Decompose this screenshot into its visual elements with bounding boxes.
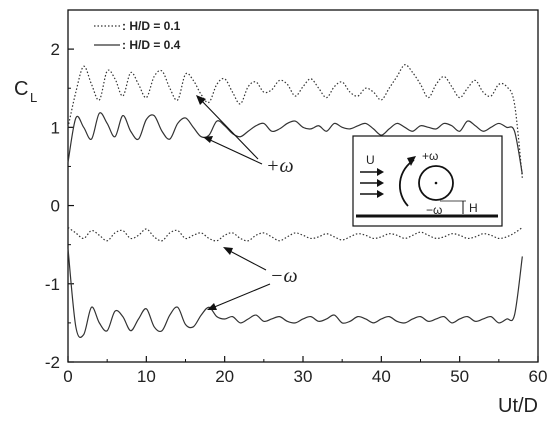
arrow-line [227,249,267,271]
cylinder-center [434,181,438,185]
series-layer [67,64,523,338]
inset-rotation-top: +ω [422,149,438,163]
rotation-arrow-head [407,156,416,166]
y-tick-label: -2 [45,353,60,372]
annotation-label-minus-omega: −ω [270,265,298,287]
annotation-minus-omega: −ω [207,247,298,310]
axis-ticks [67,9,539,363]
x-tick-label: 40 [372,367,391,386]
x-tick-label: 20 [215,367,234,386]
inset-flow-label: U [366,153,375,167]
annotation-label-plus-omega: +ω [266,155,294,177]
x-tick-label: 30 [294,367,313,386]
y-axis-title-subscript: L [30,90,37,105]
y-tick-label: 1 [51,118,60,137]
arrow-head [203,136,213,143]
x-tick-label: 10 [137,367,156,386]
y-tick-label: 2 [51,40,60,59]
arrow-line [199,98,259,160]
arrow-head [223,247,233,255]
arrow-line [211,283,271,309]
legend: : H/D = 0.1 : H/D = 0.4 [94,19,181,52]
inset-rotation-bottom: −ω [426,203,442,217]
series-line-2 [67,226,523,242]
arrow-head [196,95,206,105]
y-axis-title: C [14,78,28,100]
inset-gap-label: H [469,201,478,215]
arrow-head [207,303,217,310]
x-tick-label: 60 [529,367,548,386]
x-tick-label: 50 [450,367,469,386]
arrow-line [207,138,263,165]
y-tick-label: -1 [45,275,60,294]
series-line-3 [67,248,523,338]
legend-label-1: : H/D = 0.4 [122,38,181,52]
series-line-1 [67,112,523,175]
y-tick-label: 0 [51,197,60,216]
series-line-0 [67,64,523,179]
flow-arrows [360,168,384,198]
legend-label-0: : H/D = 0.1 [122,19,181,33]
inset-schematic: U +ω −ω H [352,135,503,227]
rotation-arrow [398,159,415,207]
x-axis-title: Ut/D [498,395,538,417]
x-tick-label: 0 [63,367,72,386]
tick-labels: 0 10 20 30 40 50 60 -2 -1 0 1 2 [45,40,548,386]
annotation-plus-omega: +ω [196,95,294,177]
